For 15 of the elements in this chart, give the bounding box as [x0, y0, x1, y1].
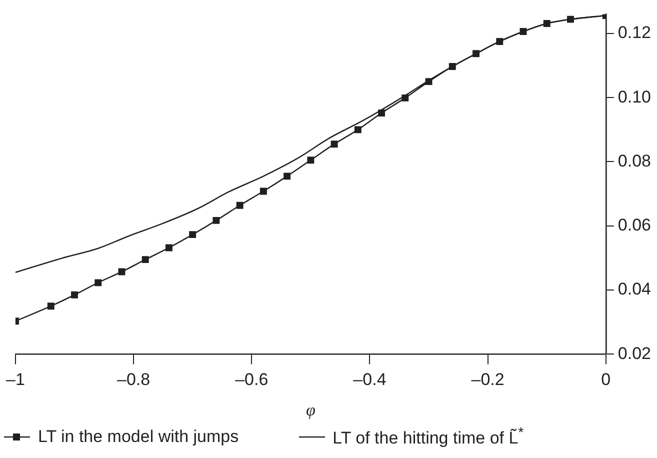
x-tick-label: –0.6	[235, 370, 268, 390]
y-tick-label: 0.12	[618, 23, 652, 42]
y-tick-label: 0.06	[618, 216, 652, 235]
y-tick-label: 0.02	[618, 344, 652, 363]
x-tick-label: –0.8	[117, 370, 150, 390]
x-tick-label: 0	[601, 370, 611, 390]
y-tick-label: 0.04	[618, 280, 652, 299]
x-axis-title: φ	[306, 400, 316, 420]
legend-label: LT in the model with jumps	[38, 426, 239, 447]
x-tick-label: –1	[6, 370, 25, 390]
y-tick-label: 0.10	[618, 87, 652, 106]
x-tick-label: –0.4	[353, 370, 386, 390]
y-tick-label: 0.08	[618, 151, 652, 170]
legend-label: LT of the hitting time of L̃$^{*}$	[332, 425, 524, 449]
x-tick-label: –0.2	[471, 370, 504, 390]
